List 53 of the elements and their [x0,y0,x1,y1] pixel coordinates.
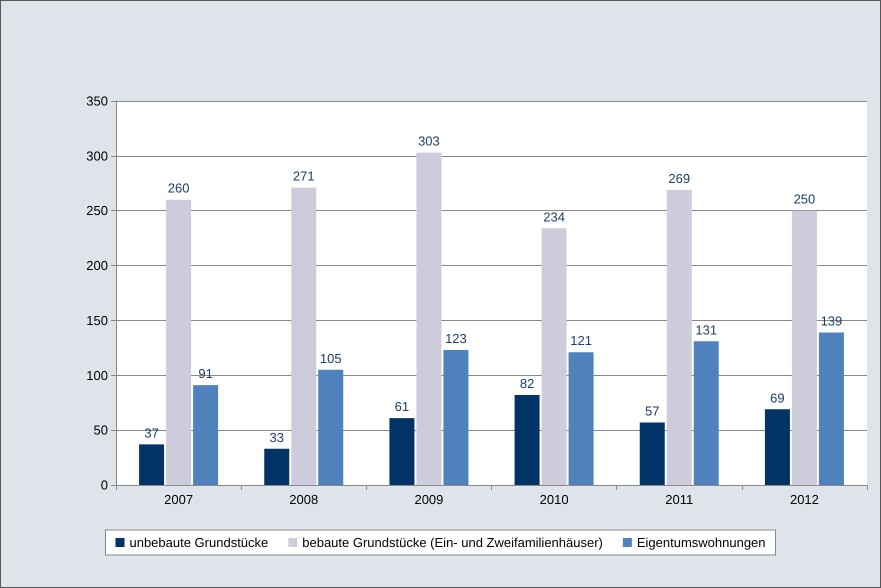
legend-label: Eigentumswohnungen [636,535,766,550]
y-tick-label: 0 [100,478,108,492]
bar [193,385,218,485]
data-label: 69 [770,390,785,406]
data-label: 269 [668,170,690,186]
data-label: 91 [198,366,213,382]
bar [694,341,719,485]
data-label: 121 [570,333,592,348]
y-tick-label: 200 [86,258,108,274]
data-label: 105 [320,350,342,366]
data-label: 234 [543,209,565,224]
data-label: 131 [695,322,718,338]
x-tick-label: 2010 [540,492,569,507]
data-label: 123 [445,331,467,346]
bar [568,352,594,485]
y-tick-label: 350 [86,94,108,108]
data-label: 82 [520,376,534,392]
x-tick-label: 2008 [289,492,318,507]
data-label: 61 [394,399,410,414]
data-label: 139 [820,313,842,328]
data-label: 303 [418,134,440,149]
y-tick-label: 150 [86,312,108,328]
x-tick-label: 2012 [790,492,819,507]
bar [542,228,567,485]
y-tick-label: 100 [86,368,108,383]
bar [264,448,290,485]
bar [443,350,468,485]
bar [666,190,692,485]
data-label: 250 [794,192,816,207]
x-tick-label: 2011 [665,492,694,507]
y-tick-label: 50 [94,422,108,438]
bar [640,422,665,485]
data-label: 33 [270,430,284,445]
bar [318,370,344,485]
data-label: 57 [645,403,660,418]
x-tick-label: 2009 [414,492,444,507]
bar [291,188,316,485]
data-label: 37 [144,425,159,440]
data-label: 260 [168,180,190,196]
bar [764,409,790,485]
bar [166,200,192,485]
legend-label: unbebaute Grundstücke [129,535,268,550]
data-label: 271 [292,168,315,184]
bar [139,444,164,485]
bar [416,152,442,485]
y-tick-label: 250 [86,203,108,218]
bar [389,418,414,485]
x-tick-label: 2007 [164,492,194,507]
y-tick-label: 300 [86,148,108,164]
bar [792,210,817,485]
bar [818,332,844,485]
legend-label: bebaute Grundstücke (Ein- und Zweifamilienhäuser) [302,535,603,550]
bar [514,395,540,485]
